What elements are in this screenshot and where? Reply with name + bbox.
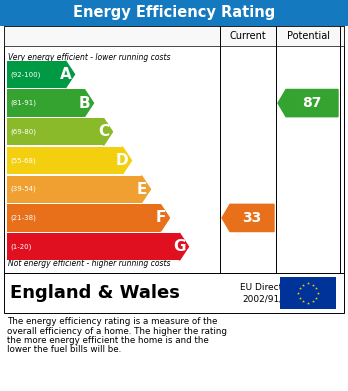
Text: C: C: [98, 124, 110, 139]
Text: (81-91): (81-91): [10, 100, 36, 106]
Text: 87: 87: [302, 96, 322, 110]
Text: B: B: [79, 95, 90, 111]
Polygon shape: [122, 147, 132, 174]
Polygon shape: [103, 118, 112, 145]
Bar: [7, 176, 142, 203]
Bar: [4, 26, 344, 46]
Text: (92-100): (92-100): [10, 71, 40, 77]
Text: (55-68): (55-68): [10, 157, 36, 164]
Text: (21-38): (21-38): [10, 215, 36, 221]
Polygon shape: [278, 90, 338, 117]
Text: (69-80): (69-80): [10, 129, 36, 135]
Polygon shape: [142, 176, 150, 203]
Bar: [7, 61, 65, 88]
Polygon shape: [85, 90, 94, 117]
Bar: [7, 147, 122, 174]
Bar: [4, 273, 344, 313]
Polygon shape: [65, 61, 74, 88]
Bar: [7, 118, 103, 145]
Bar: [7, 233, 180, 260]
Text: A: A: [60, 67, 72, 82]
Polygon shape: [160, 204, 169, 231]
Text: Very energy efficient - lower running costs: Very energy efficient - lower running co…: [8, 52, 171, 61]
Text: Current: Current: [230, 31, 266, 41]
Text: Energy Efficiency Rating: Energy Efficiency Rating: [73, 5, 275, 20]
Text: (1-20): (1-20): [10, 243, 31, 250]
Text: F: F: [156, 210, 166, 226]
Text: E: E: [137, 182, 148, 197]
Bar: [7, 90, 85, 117]
Text: G: G: [173, 239, 185, 254]
Text: overall efficiency of a home. The higher the rating: overall efficiency of a home. The higher…: [7, 326, 227, 335]
Bar: [4, 26, 344, 273]
Bar: [280, 277, 336, 309]
Text: 33: 33: [242, 211, 262, 225]
Text: Not energy efficient - higher running costs: Not energy efficient - higher running co…: [8, 260, 171, 269]
Text: lower the fuel bills will be.: lower the fuel bills will be.: [7, 346, 121, 355]
Text: EU Directive
2002/91/EC: EU Directive 2002/91/EC: [240, 283, 296, 303]
Text: Potential: Potential: [286, 31, 330, 41]
Text: the more energy efficient the home is and the: the more energy efficient the home is an…: [7, 336, 209, 345]
Text: The energy efficiency rating is a measure of the: The energy efficiency rating is a measur…: [7, 317, 218, 326]
Text: (39-54): (39-54): [10, 186, 36, 192]
Bar: [0, 0, 348, 26]
Text: The energy efficiency rating is a measure of the overall efficiency of a home. T: The energy efficiency rating is a measur…: [0, 390, 1, 391]
Bar: [7, 204, 160, 231]
Polygon shape: [222, 204, 274, 231]
Text: D: D: [116, 153, 128, 168]
Text: England & Wales: England & Wales: [10, 284, 180, 302]
Polygon shape: [180, 233, 189, 260]
